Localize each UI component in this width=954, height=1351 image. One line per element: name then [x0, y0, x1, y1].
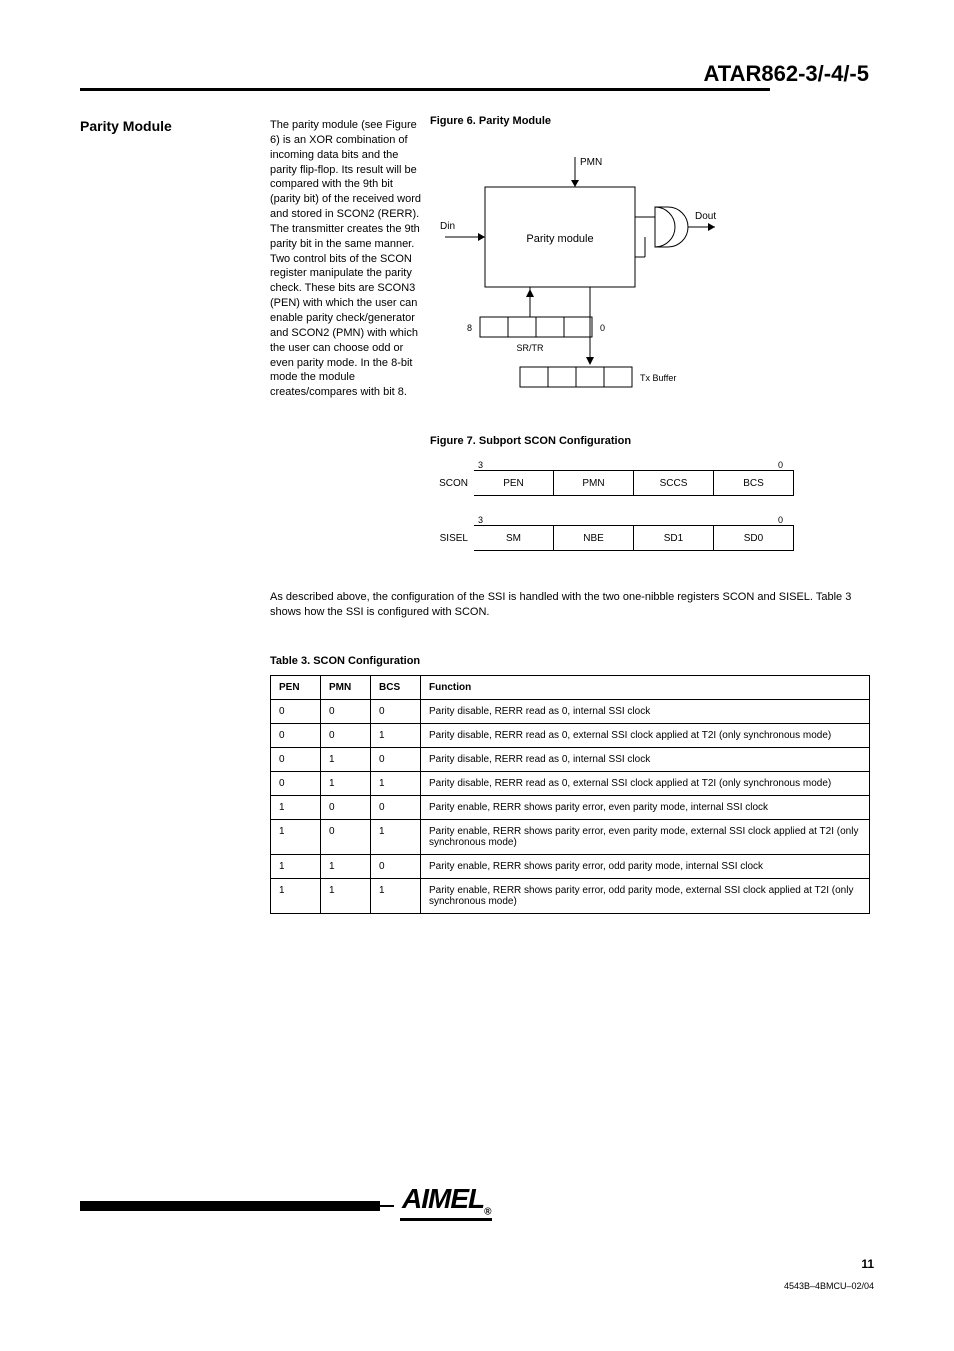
table-cell: 1 [271, 820, 321, 855]
sisel-bit-0: SD0 [714, 525, 794, 551]
table-cell: 1 [321, 772, 371, 796]
table-cell: Parity enable, RERR shows parity error, … [421, 855, 870, 879]
table-cell: 0 [321, 700, 371, 724]
table-cell: Parity enable, RERR shows parity error, … [421, 879, 870, 914]
table-row: 011Parity disable, RERR read as 0, exter… [271, 772, 870, 796]
table-cell: 1 [321, 879, 371, 914]
svg-text:Dout: Dout [695, 211, 716, 222]
table-cell: 1 [271, 879, 321, 914]
table-row: 100Parity enable, RERR shows parity erro… [271, 796, 870, 820]
table-cell: 0 [271, 748, 321, 772]
table-cell: 0 [271, 724, 321, 748]
col-pen: PEN [271, 676, 321, 700]
pre-table-paragraph: As described above, the configuration of… [270, 590, 870, 620]
scon-bits: SCON PEN PMN SCCS BCS [430, 470, 794, 496]
table-cell: Parity disable, RERR read as 0, internal… [421, 748, 870, 772]
table-cell: 0 [371, 748, 421, 772]
svg-text:0: 0 [600, 323, 605, 333]
table-row: 101Parity enable, RERR shows parity erro… [271, 820, 870, 855]
sisel-bit-1: SD1 [634, 525, 714, 551]
col-function: Function [421, 676, 870, 700]
table-3-caption: Table 3. SCON Configuration [270, 655, 420, 667]
svg-text:Din: Din [440, 221, 455, 232]
table-row: 111Parity enable, RERR shows parity erro… [271, 879, 870, 914]
table-row: 001Parity disable, RERR read as 0, exter… [271, 724, 870, 748]
block-label: Parity module [526, 233, 593, 245]
table-cell: 1 [371, 724, 421, 748]
product-title: ATAR862-3/-4/-5 [704, 62, 869, 86]
table-cell: 1 [371, 820, 421, 855]
table-cell: 0 [371, 855, 421, 879]
svg-text:PMN: PMN [580, 157, 602, 168]
scon-label: SCON [430, 478, 468, 489]
table-cell: 1 [271, 796, 321, 820]
sisel-bits: SISEL SM NBE SD1 SD0 [430, 525, 794, 551]
table-3: PEN PMN BCS Function 000Parity disable, … [270, 675, 870, 914]
svg-text:8: 8 [467, 323, 472, 333]
table-row: 010Parity disable, RERR read as 0, inter… [271, 748, 870, 772]
table-cell: Parity enable, RERR shows parity error, … [421, 820, 870, 855]
table-cell: Parity disable, RERR read as 0, external… [421, 724, 870, 748]
scon-bit-2: PMN [554, 470, 634, 496]
figure-6-caption: Figure 6. Parity Module [430, 115, 730, 127]
table-cell: Parity disable, RERR read as 0, external… [421, 772, 870, 796]
sisel-bit-3: SM [474, 525, 554, 551]
doc-code: 4543B–4BMCU–02/04 [784, 1281, 874, 1291]
table-cell: Parity disable, RERR read as 0, internal… [421, 700, 870, 724]
footer-rule [80, 1201, 380, 1211]
parity-module-diagram: Parity module Din PMN Dout [430, 147, 720, 407]
header-rule [80, 88, 770, 91]
table-header-row: PEN PMN BCS Function [271, 676, 870, 700]
table-cell: 0 [271, 772, 321, 796]
sisel-label: SISEL [430, 533, 468, 544]
table-cell: 0 [271, 700, 321, 724]
col-pmn: PMN [321, 676, 371, 700]
table-cell: 1 [321, 855, 371, 879]
table-cell: 0 [321, 796, 371, 820]
section-title: Parity Module [80, 118, 172, 134]
scon-bit-1: SCCS [634, 470, 714, 496]
col-bcs: BCS [371, 676, 421, 700]
section-body: The parity module (see Figure 6) is an X… [270, 118, 425, 400]
table-cell: 1 [271, 855, 321, 879]
svg-text:Tx Buffer: Tx Buffer [640, 373, 676, 383]
table-row: 110Parity enable, RERR shows parity erro… [271, 855, 870, 879]
table-cell: 0 [371, 796, 421, 820]
figure-7-caption: Figure 7. Subport SCON Configuration [430, 435, 631, 447]
table-cell: 0 [371, 700, 421, 724]
svg-text:SR/TR: SR/TR [517, 343, 545, 353]
atmel-logo: AIMEL® [400, 1183, 492, 1221]
table-cell: 1 [371, 772, 421, 796]
table-row: 000Parity disable, RERR read as 0, inter… [271, 700, 870, 724]
table-cell: 0 [321, 820, 371, 855]
figure-6: Figure 6. Parity Module Parity module Di… [430, 115, 730, 407]
table-cell: Parity enable, RERR shows parity error, … [421, 796, 870, 820]
scon-bit-0: BCS [714, 470, 794, 496]
table-cell: 1 [321, 748, 371, 772]
table-cell: 0 [321, 724, 371, 748]
page: ATAR862-3/-4/-5 Parity Module The parity… [0, 0, 954, 1351]
scon-bit-3: PEN [474, 470, 554, 496]
page-number: 11 [861, 1257, 874, 1271]
table-cell: 1 [371, 879, 421, 914]
sisel-bit-2: NBE [554, 525, 634, 551]
